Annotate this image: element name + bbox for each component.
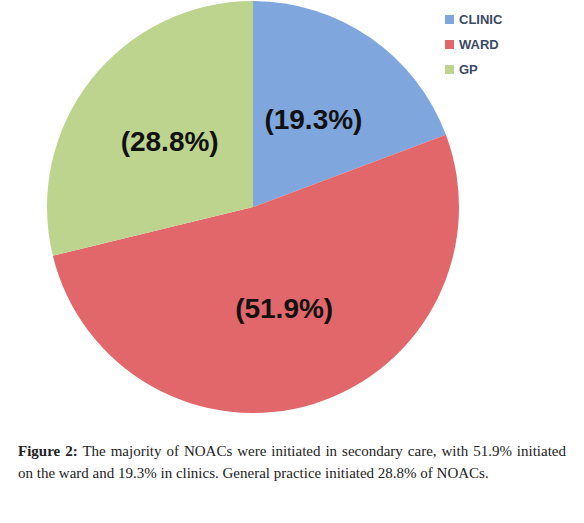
svg-text:(19.3%): (19.3%) [264, 104, 362, 135]
svg-text:CLINIC: CLINIC [459, 12, 503, 27]
svg-text:(51.9%): (51.9%) [235, 293, 333, 324]
svg-text:WARD: WARD [459, 37, 499, 52]
svg-text:GP: GP [459, 62, 478, 77]
svg-text:(28.8%): (28.8%) [121, 126, 219, 157]
html-text:Figure 2: The majority of NOAC: Figure 2: The majority of NOACs were ini… [18, 443, 566, 481]
